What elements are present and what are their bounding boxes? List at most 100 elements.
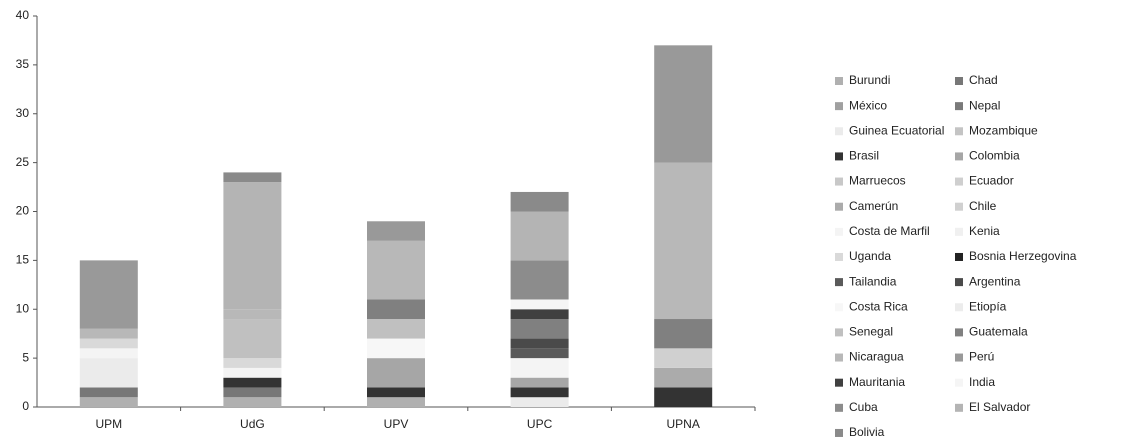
x-tick-label: UPC [527, 417, 553, 431]
legend-label: Perú [969, 350, 994, 364]
bar-segment [654, 387, 713, 407]
legend-swatch [955, 77, 963, 85]
legend-label: Marruecos [849, 174, 906, 188]
legend-label: Chad [969, 73, 998, 87]
x-tick-label: UPM [95, 417, 122, 431]
legend-swatch [835, 428, 843, 437]
legend-swatch [955, 202, 963, 211]
legend-label: Camerún [849, 199, 898, 213]
bar-segment [223, 319, 282, 359]
bar-segment [510, 260, 569, 300]
legend-swatch [835, 378, 843, 387]
legend-swatch [835, 102, 843, 111]
bar-segment [367, 319, 425, 339]
legend-swatch [955, 127, 963, 136]
legend-label: Guatemala [969, 325, 1028, 339]
bar-segment [654, 319, 713, 349]
legend-label: Colombia [969, 149, 1020, 163]
legend-label: Argentina [969, 274, 1021, 288]
legend-swatch [835, 403, 843, 412]
bar-segment [367, 358, 425, 388]
y-tick-label: 10 [16, 301, 30, 315]
y-tick-label: 30 [16, 106, 30, 120]
legend-label: Uganda [849, 249, 891, 263]
bar-segment [223, 358, 282, 368]
legend-swatch [835, 177, 843, 186]
legend-swatch [835, 353, 843, 362]
legend-swatch [835, 127, 843, 136]
legend-label: Costa Rica [849, 299, 908, 313]
legend-label: India [969, 375, 995, 389]
legend-label: Cuba [849, 400, 878, 414]
bar-segment [367, 221, 425, 241]
legend-swatch [955, 353, 963, 362]
legend-swatch [835, 328, 843, 337]
bar-segment [510, 211, 569, 261]
bar-segment [223, 377, 282, 388]
y-tick-label: 25 [16, 155, 30, 169]
legend-label: Brasil [849, 149, 879, 163]
bar-segment [367, 338, 425, 359]
legend-label: Nepal [969, 98, 1000, 112]
legend-label: Etiopía [969, 299, 1007, 313]
legend-swatch [835, 278, 843, 287]
bar-segment [367, 299, 425, 320]
legend-swatch [955, 227, 963, 236]
bar-segment [510, 309, 569, 320]
y-tick-label: 40 [16, 8, 30, 22]
bar-segment [510, 319, 569, 339]
bar-segment [223, 397, 282, 407]
legend-swatch [955, 303, 963, 312]
bar-segment [654, 348, 713, 368]
bar-segment [510, 377, 569, 388]
bar-segment [223, 309, 282, 320]
legend-label: Ecuador [969, 174, 1014, 188]
legend-label: Bolivia [849, 425, 885, 439]
bar-segment [654, 367, 713, 388]
legend-swatch [955, 177, 963, 186]
legend-label: Guinea Ecuatorial [849, 123, 944, 137]
bar-segment [223, 367, 282, 378]
legend-label: Senegal [849, 325, 893, 339]
bar-segment [223, 172, 282, 183]
bar-segment [79, 397, 138, 407]
legend-swatch [955, 152, 963, 161]
legend-swatch [955, 378, 963, 387]
legend-label: Mozambique [969, 123, 1038, 137]
bar-segment [79, 387, 138, 398]
legend-label: Kenia [969, 224, 1000, 238]
x-tick-label: UdG [240, 417, 265, 431]
bar-segment [79, 328, 138, 339]
legend-swatch [955, 403, 963, 412]
y-tick-label: 15 [16, 253, 30, 267]
x-tick-label: UPV [384, 417, 409, 431]
bar-segment [510, 338, 569, 349]
y-tick-label: 5 [22, 350, 29, 364]
legend-label: El Salvador [969, 400, 1030, 414]
legend-swatch [835, 252, 843, 261]
bar-segment [79, 348, 138, 359]
legend-swatch [955, 252, 963, 261]
bar-segment [654, 45, 713, 163]
legend-swatch [955, 102, 963, 111]
bar-segment [510, 299, 569, 310]
legend-label: Burundi [849, 73, 890, 87]
y-tick-label: 0 [22, 399, 29, 413]
bar-segment [510, 348, 569, 359]
legend-label: Chile [969, 199, 997, 213]
legend-label: Mauritania [849, 375, 905, 389]
x-tick-label: UPNA [667, 417, 700, 431]
legend-swatch [835, 227, 843, 236]
legend-label: Tailandia [849, 274, 897, 288]
bar-segment [654, 162, 713, 320]
bar-segment [510, 387, 569, 398]
legend-label: México [849, 98, 887, 112]
bar-segment [367, 240, 425, 300]
legend-swatch [835, 152, 843, 161]
bar-segment [79, 260, 138, 329]
bar-segment [510, 191, 569, 212]
bar-segment [79, 358, 138, 388]
bar-segment [510, 358, 569, 378]
legend-swatch [955, 278, 963, 287]
